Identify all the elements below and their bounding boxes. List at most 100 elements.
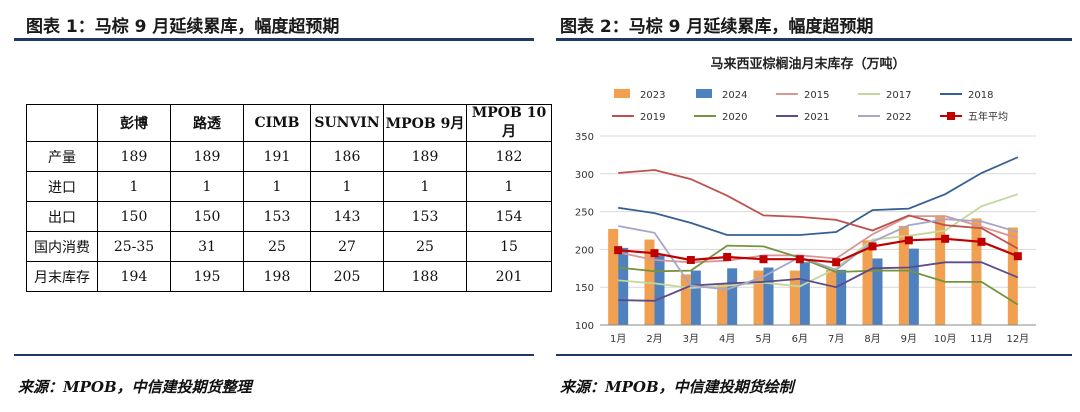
bar-2024 <box>763 267 774 325</box>
series-line-五年平均 <box>618 237 1019 264</box>
series-line-2015 <box>618 215 1019 264</box>
x-tick-label: 10月 <box>934 333 957 345</box>
x-tick-label: 12月 <box>1006 333 1029 345</box>
inventory-chart: 马来西亚棕榈油月末库存（万吨） 2023 2024 2015 2017 2018 2019… <box>575 56 1036 345</box>
table-cell: 189 <box>383 141 467 172</box>
table-cell: 143 <box>310 201 384 232</box>
bar-2023 <box>898 225 909 325</box>
x-tick-label: 11月 <box>970 333 993 345</box>
table-cell: 15 <box>466 231 552 262</box>
table-row: 国内消费 25-35 31 25 27 25 15 <box>26 231 552 262</box>
table-cell: 25 <box>383 231 467 262</box>
series-line-2020 <box>618 244 1019 306</box>
legend-label: 五年平均 <box>968 110 1008 123</box>
table-cell: 1 <box>97 171 171 202</box>
bar-2024 <box>872 258 883 325</box>
series-line-2017 <box>618 193 1019 289</box>
table-header-cell: 路透 <box>170 104 244 142</box>
row-label: 产量 <box>26 141 98 172</box>
right-title-rule <box>556 38 1072 41</box>
table-cell: 182 <box>466 141 552 172</box>
bar-2024 <box>908 248 919 325</box>
legend-label: 2022 <box>886 112 911 123</box>
chart-title: 马来西亚棕榈油月末库存（万吨） <box>710 56 905 72</box>
point-五年平均 <box>759 255 768 264</box>
legend-label: 2019 <box>640 112 665 123</box>
legend-label: 2017 <box>886 90 911 101</box>
legend-label: 2023 <box>640 90 665 101</box>
table-cell: 1 <box>170 171 244 202</box>
x-tick-label: 5月 <box>755 333 771 345</box>
bar-2023 <box>680 274 691 325</box>
table-cell: 150 <box>170 201 244 232</box>
table-row: 产量 189 189 191 186 189 182 <box>26 141 552 172</box>
x-tick-label: 6月 <box>792 333 808 345</box>
y-tick-label: 150 <box>575 283 594 294</box>
bar-2024 <box>799 262 810 325</box>
right-figure-title: 图表 2：马棕 9 月延续累库，幅度超预期 <box>560 17 874 37</box>
x-tick-label: 2月 <box>646 333 662 345</box>
right-bottom-rule <box>556 354 1072 356</box>
table-cell: 153 <box>243 201 311 232</box>
legend-marker <box>947 112 955 120</box>
x-tick-label: 3月 <box>683 333 699 345</box>
table-cell: 31 <box>170 231 244 262</box>
table-cell: 1 <box>466 171 552 202</box>
point-五年平均 <box>723 252 732 261</box>
point-五年平均 <box>1013 252 1022 261</box>
table-cell: 1 <box>383 171 467 202</box>
right-source-note: 来源：MPOB，中信建投期货绘制 <box>560 378 794 396</box>
table-header-cell: MPOB 9月 <box>383 104 467 142</box>
table-cell: 201 <box>466 261 552 292</box>
table-cell: 25-35 <box>97 231 171 262</box>
table-cell: 153 <box>383 201 467 232</box>
point-五年平均 <box>832 258 841 267</box>
bar-2023 <box>971 218 982 325</box>
legend-swatch <box>696 89 712 98</box>
legend-label: 2015 <box>804 90 829 101</box>
bar-2024 <box>836 269 847 325</box>
point-五年平均 <box>977 237 986 246</box>
x-tick-label: 4月 <box>719 333 735 345</box>
y-tick-label: 100 <box>575 321 594 332</box>
table-header-cell <box>26 104 98 142</box>
left-bottom-rule <box>14 354 534 356</box>
legend-label: 2021 <box>804 112 829 123</box>
bar-2024 <box>690 270 701 325</box>
table-cell: 27 <box>310 231 384 262</box>
x-tick-label: 1月 <box>610 333 626 345</box>
row-label: 出口 <box>26 201 98 232</box>
left-source-note: 来源：MPOB，中信建投期货整理 <box>18 378 252 396</box>
table-header-cell: CIMB <box>243 104 311 142</box>
y-tick-label: 200 <box>575 245 594 256</box>
table-cell: 198 <box>243 261 311 292</box>
row-label: 进口 <box>26 171 98 202</box>
table-cell: 189 <box>97 141 171 172</box>
row-label: 国内消费 <box>26 231 98 262</box>
legend-swatch <box>614 89 630 98</box>
series-line-2018 <box>618 156 1019 236</box>
table-cell: 188 <box>383 261 467 292</box>
table-cell: 191 <box>243 141 311 172</box>
series-line-2021 <box>618 261 1019 302</box>
table-cell: 150 <box>97 201 171 232</box>
table-header-row: 彭博 路透 CIMB SUNVIN MPOB 9月 MPOB 10月 <box>26 104 552 142</box>
point-五年平均 <box>868 242 877 251</box>
x-tick-label: 7月 <box>828 333 844 345</box>
bar-2024 <box>727 268 738 325</box>
table-header-cell: SUNVIN <box>310 104 384 142</box>
row-label: 月末库存 <box>26 261 98 292</box>
x-tick-label: 9月 <box>901 333 917 345</box>
bar-2023 <box>789 270 800 325</box>
bar-2024 <box>654 255 665 325</box>
legend-label: 2024 <box>722 90 747 101</box>
table-header-cell: MPOB 10月 <box>466 104 552 142</box>
table-cell: 194 <box>97 261 171 292</box>
legend-label: 2018 <box>968 90 993 101</box>
left-figure-title: 图表 1：马棕 9 月延续累库，幅度超预期 <box>26 17 340 37</box>
series-line-2022 <box>618 218 1019 291</box>
bar-2023 <box>862 240 873 325</box>
x-tick-label: 8月 <box>864 333 880 345</box>
y-tick-label: 350 <box>575 132 594 143</box>
table-cell: 1 <box>310 171 384 202</box>
